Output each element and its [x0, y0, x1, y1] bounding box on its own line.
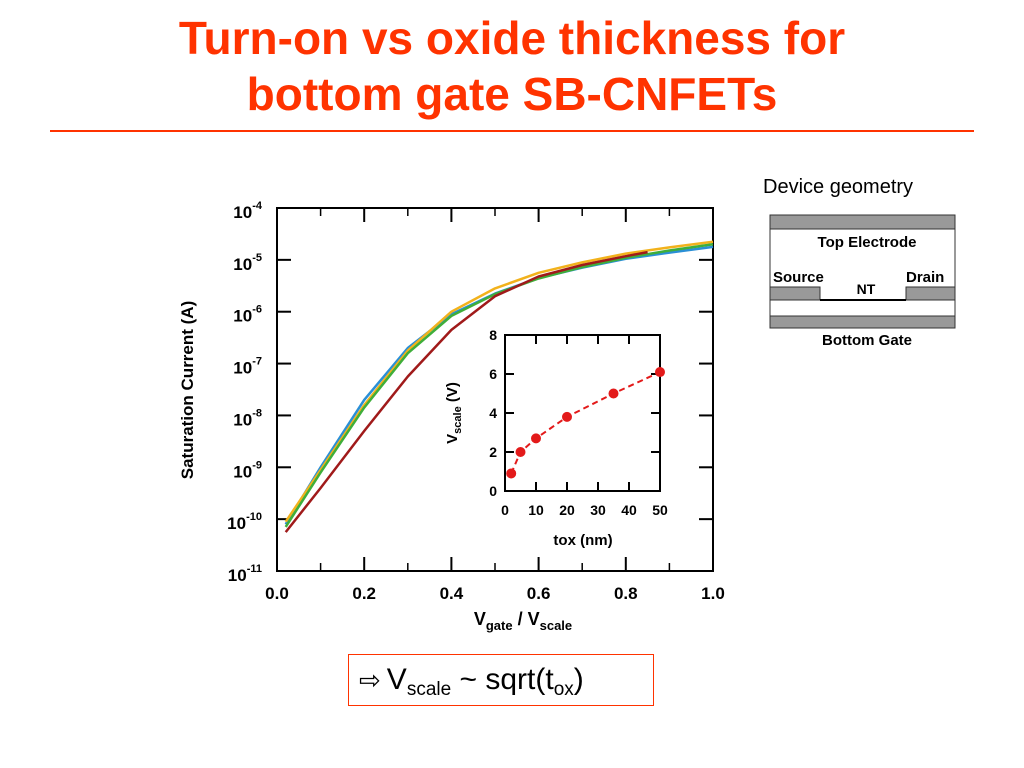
y-tick-base: 10: [233, 203, 252, 222]
slide-title: Turn-on vs oxide thickness for bottom ga…: [0, 10, 1024, 122]
inset-y-axis-label: Vscale (V): [444, 382, 464, 444]
bottom-gate-bar: [769, 315, 956, 329]
device-geometry-label: Device geometry: [763, 176, 914, 198]
y-tick-base: 10: [233, 255, 252, 274]
y-tick-exponent: -11: [247, 563, 262, 575]
y-tick-exponent: -7: [252, 356, 262, 368]
y-tick-exponent: -6: [252, 304, 262, 316]
x-tick-label: 1.0: [701, 584, 725, 603]
y-tick-label: 10-9: [233, 459, 262, 481]
inset-x-tick-label: 30: [590, 502, 606, 518]
series-line-1: [284, 240, 714, 523]
title-divider: [50, 130, 974, 132]
callout-sub-ox: ox: [553, 679, 574, 700]
inset-x-tick-label: 20: [559, 502, 575, 518]
y-tick-label: 10-4: [233, 200, 263, 222]
y-tick-base: 10: [233, 359, 252, 378]
x-tick-label: 0.8: [614, 584, 638, 603]
inset-x-tick-label: 40: [621, 502, 637, 518]
inset-x-axis-label: tox (nm): [553, 532, 612, 549]
inset-data-point: [562, 411, 572, 422]
y-tick-base: 10: [233, 410, 252, 429]
callout-v: V: [386, 663, 407, 696]
y-tick-label: 10-8: [233, 407, 262, 429]
y-tick-label: 10-6: [233, 304, 262, 326]
main-plot-area: 0.0 0.2 0.4 0.6 0.8 1.010-410-510-610-710-810…: [178, 200, 725, 633]
inset-y-label-rest: (V): [444, 382, 461, 406]
title-line-1: Turn-on vs oxide thickness for: [178, 12, 846, 64]
y-tick-label: 10-11: [228, 563, 262, 585]
callout-sub-scale: scale: [406, 679, 452, 700]
top-electrode-label: Top Electrode: [818, 234, 917, 251]
inset-y-label-v: V: [444, 434, 461, 444]
inset-y-label-sub: scale: [452, 406, 464, 434]
drain-label: Drain: [906, 269, 944, 286]
main-x-axis-label: Vgate / Vscale: [474, 609, 572, 633]
y-tick-base: 10: [233, 462, 252, 481]
inset-frame: [504, 334, 661, 492]
y-tick-base: 10: [228, 566, 247, 585]
inset-data-point: [531, 433, 541, 444]
x-tick-label: 0.6: [527, 584, 551, 603]
x-tick-label: 0.0: [265, 584, 289, 603]
y-tick-label: 10-7: [233, 356, 262, 378]
inset-y-tick-label: 8: [489, 327, 497, 343]
inset-data-point: [515, 447, 526, 457]
x-label-mid: / V: [513, 609, 540, 629]
bottom-gate-label: Bottom Gate: [822, 332, 912, 349]
callout-mid: ~ sqrt(t: [451, 663, 554, 696]
y-tick-base: 10: [233, 307, 252, 326]
inset-y-tick-label: 4: [489, 405, 497, 421]
series-line-3: [284, 250, 648, 533]
callout-end: ): [573, 663, 584, 696]
inset-data-point: [506, 468, 517, 479]
x-label-sub-scale: scale: [540, 618, 573, 633]
x-label-v: V: [474, 609, 486, 629]
inset-y-tick-label: 0: [489, 483, 497, 499]
source-electrode: [769, 286, 821, 301]
inset-y-tick-label: 2: [489, 444, 497, 460]
inset-fit-line: [510, 371, 661, 474]
source-label: Source: [773, 269, 824, 286]
series-line-2: [284, 243, 714, 528]
inset-plot-area: 0 10 20 30 40 50 0 2 4 6 8 tox (nm) Vscale (V): [444, 327, 668, 549]
y-tick-exponent: -9: [252, 459, 262, 471]
y-tick-label: 10-10: [227, 511, 262, 533]
y-tick-base: 10: [227, 514, 246, 533]
inset-data-point: [655, 367, 665, 378]
inset-x-tick-label: 0: [501, 502, 509, 518]
y-tick-exponent: -5: [252, 252, 262, 264]
top-electrode-bar: [769, 214, 956, 230]
title-line-2: bottom gate SB-CNFETs: [246, 68, 778, 120]
y-tick-label: 10-5: [233, 252, 262, 274]
arrow-icon: ⇨: [359, 665, 381, 695]
inset-y-tick-label: 6: [489, 366, 497, 382]
nt-label: NT: [857, 281, 876, 297]
y-tick-exponent: -8: [252, 407, 262, 419]
y-tick-exponent: -4: [252, 200, 263, 212]
inset-x-tick-label: 50: [652, 502, 668, 518]
x-tick-label: 0.2: [352, 584, 376, 603]
drain-electrode: [905, 286, 956, 301]
inset-data-point: [608, 388, 619, 399]
main-y-axis-label: Saturation Current (A): [178, 301, 197, 480]
callout-box: ⇨ Vscale ~ sqrt(tox): [348, 654, 654, 706]
y-tick-exponent: -10: [246, 511, 262, 523]
inset-x-tick-label: 10: [528, 502, 544, 518]
x-label-sub-gate: gate: [486, 618, 513, 633]
x-tick-label: 0.4: [440, 584, 464, 603]
